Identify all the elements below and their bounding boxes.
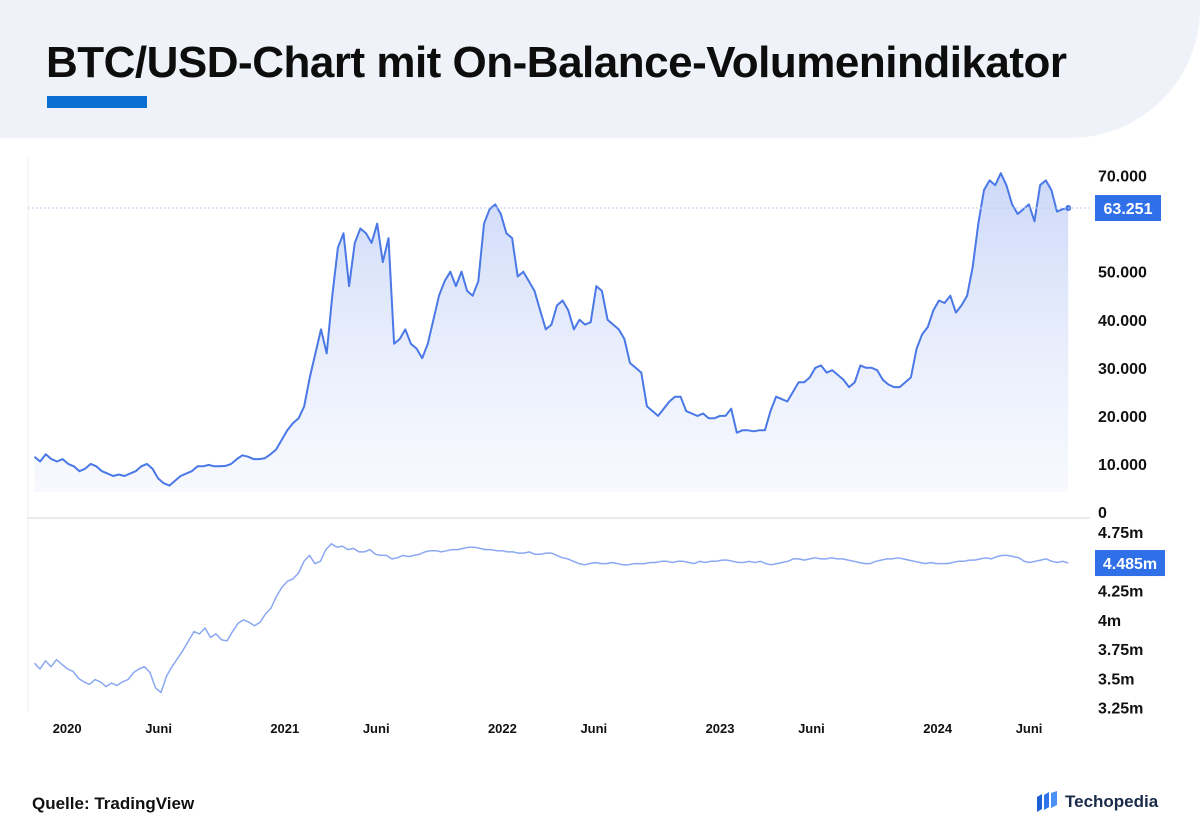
brand-name: Techopedia (1065, 792, 1159, 811)
x-tick-label: 2021 (270, 721, 299, 736)
x-tick-label: 2022 (488, 721, 517, 736)
x-tick-label: Juni (798, 721, 825, 736)
obv-pane: 3.25m 3.5m 3.75m 4m 4.25m 4.75m 4.485m (33, 525, 1165, 718)
brand-logo: Techopedia (1036, 791, 1158, 813)
page-title: BTC/USD-Chart mit On-Balance-Volumenindi… (46, 38, 1067, 87)
x-tick-label: Juni (363, 721, 390, 736)
title-underline (47, 96, 147, 108)
price-y-tick-label: 20.000 (1098, 409, 1147, 426)
techopedia-logo-icon (1037, 791, 1057, 812)
obv-y-tick-label: 4.25m (1098, 584, 1143, 601)
x-axis: 2020 Juni 2021 Juni 2022 Juni 2023 Juni 2024 Juni (53, 721, 1043, 736)
obv-last-value-badge (1095, 550, 1165, 577)
price-y-tick-label: 0 (1098, 505, 1107, 522)
price-line (33, 172, 1069, 487)
x-tick-label: Juni (580, 721, 607, 736)
obv-y-tick-label: 3.5m (1098, 671, 1134, 688)
obv-y-tick-label: 3.25m (1098, 701, 1143, 718)
price-pane: 0 10.000 20.000 30.000 40.000 50.000 70.000 63.… (28, 169, 1161, 522)
obv-last-value-label: 4.485m (1103, 556, 1157, 573)
price-y-tick-label: 50.000 (1098, 265, 1147, 282)
source-caption: Quelle: TradingView (32, 794, 195, 813)
x-tick-label: 2024 (923, 721, 953, 736)
obv-y-tick-label: 4.75m (1098, 525, 1143, 542)
price-y-tick-label: 10.000 (1098, 457, 1147, 474)
x-tick-label: Juni (145, 721, 172, 736)
obv-y-tick-label: 3.75m (1098, 642, 1143, 659)
obv-line (33, 542, 1069, 694)
btc-obv-chart: 0 10.000 20.000 30.000 40.000 50.000 70.000 63.… (27, 158, 1165, 736)
x-tick-label: 2020 (53, 721, 82, 736)
price-y-tick-label: 70.000 (1098, 169, 1147, 186)
price-last-value-badge (1095, 195, 1161, 222)
price-y-tick-label: 40.000 (1098, 313, 1147, 330)
price-last-value-label: 63.251 (1104, 201, 1153, 218)
header-band (0, 0, 1200, 138)
x-tick-label: 2023 (706, 721, 735, 736)
obv-y-tick-label: 4m (1098, 613, 1121, 630)
price-y-tick-label: 30.000 (1098, 361, 1147, 378)
x-tick-label: Juni (1016, 721, 1043, 736)
price-area-fill (34, 173, 1069, 492)
